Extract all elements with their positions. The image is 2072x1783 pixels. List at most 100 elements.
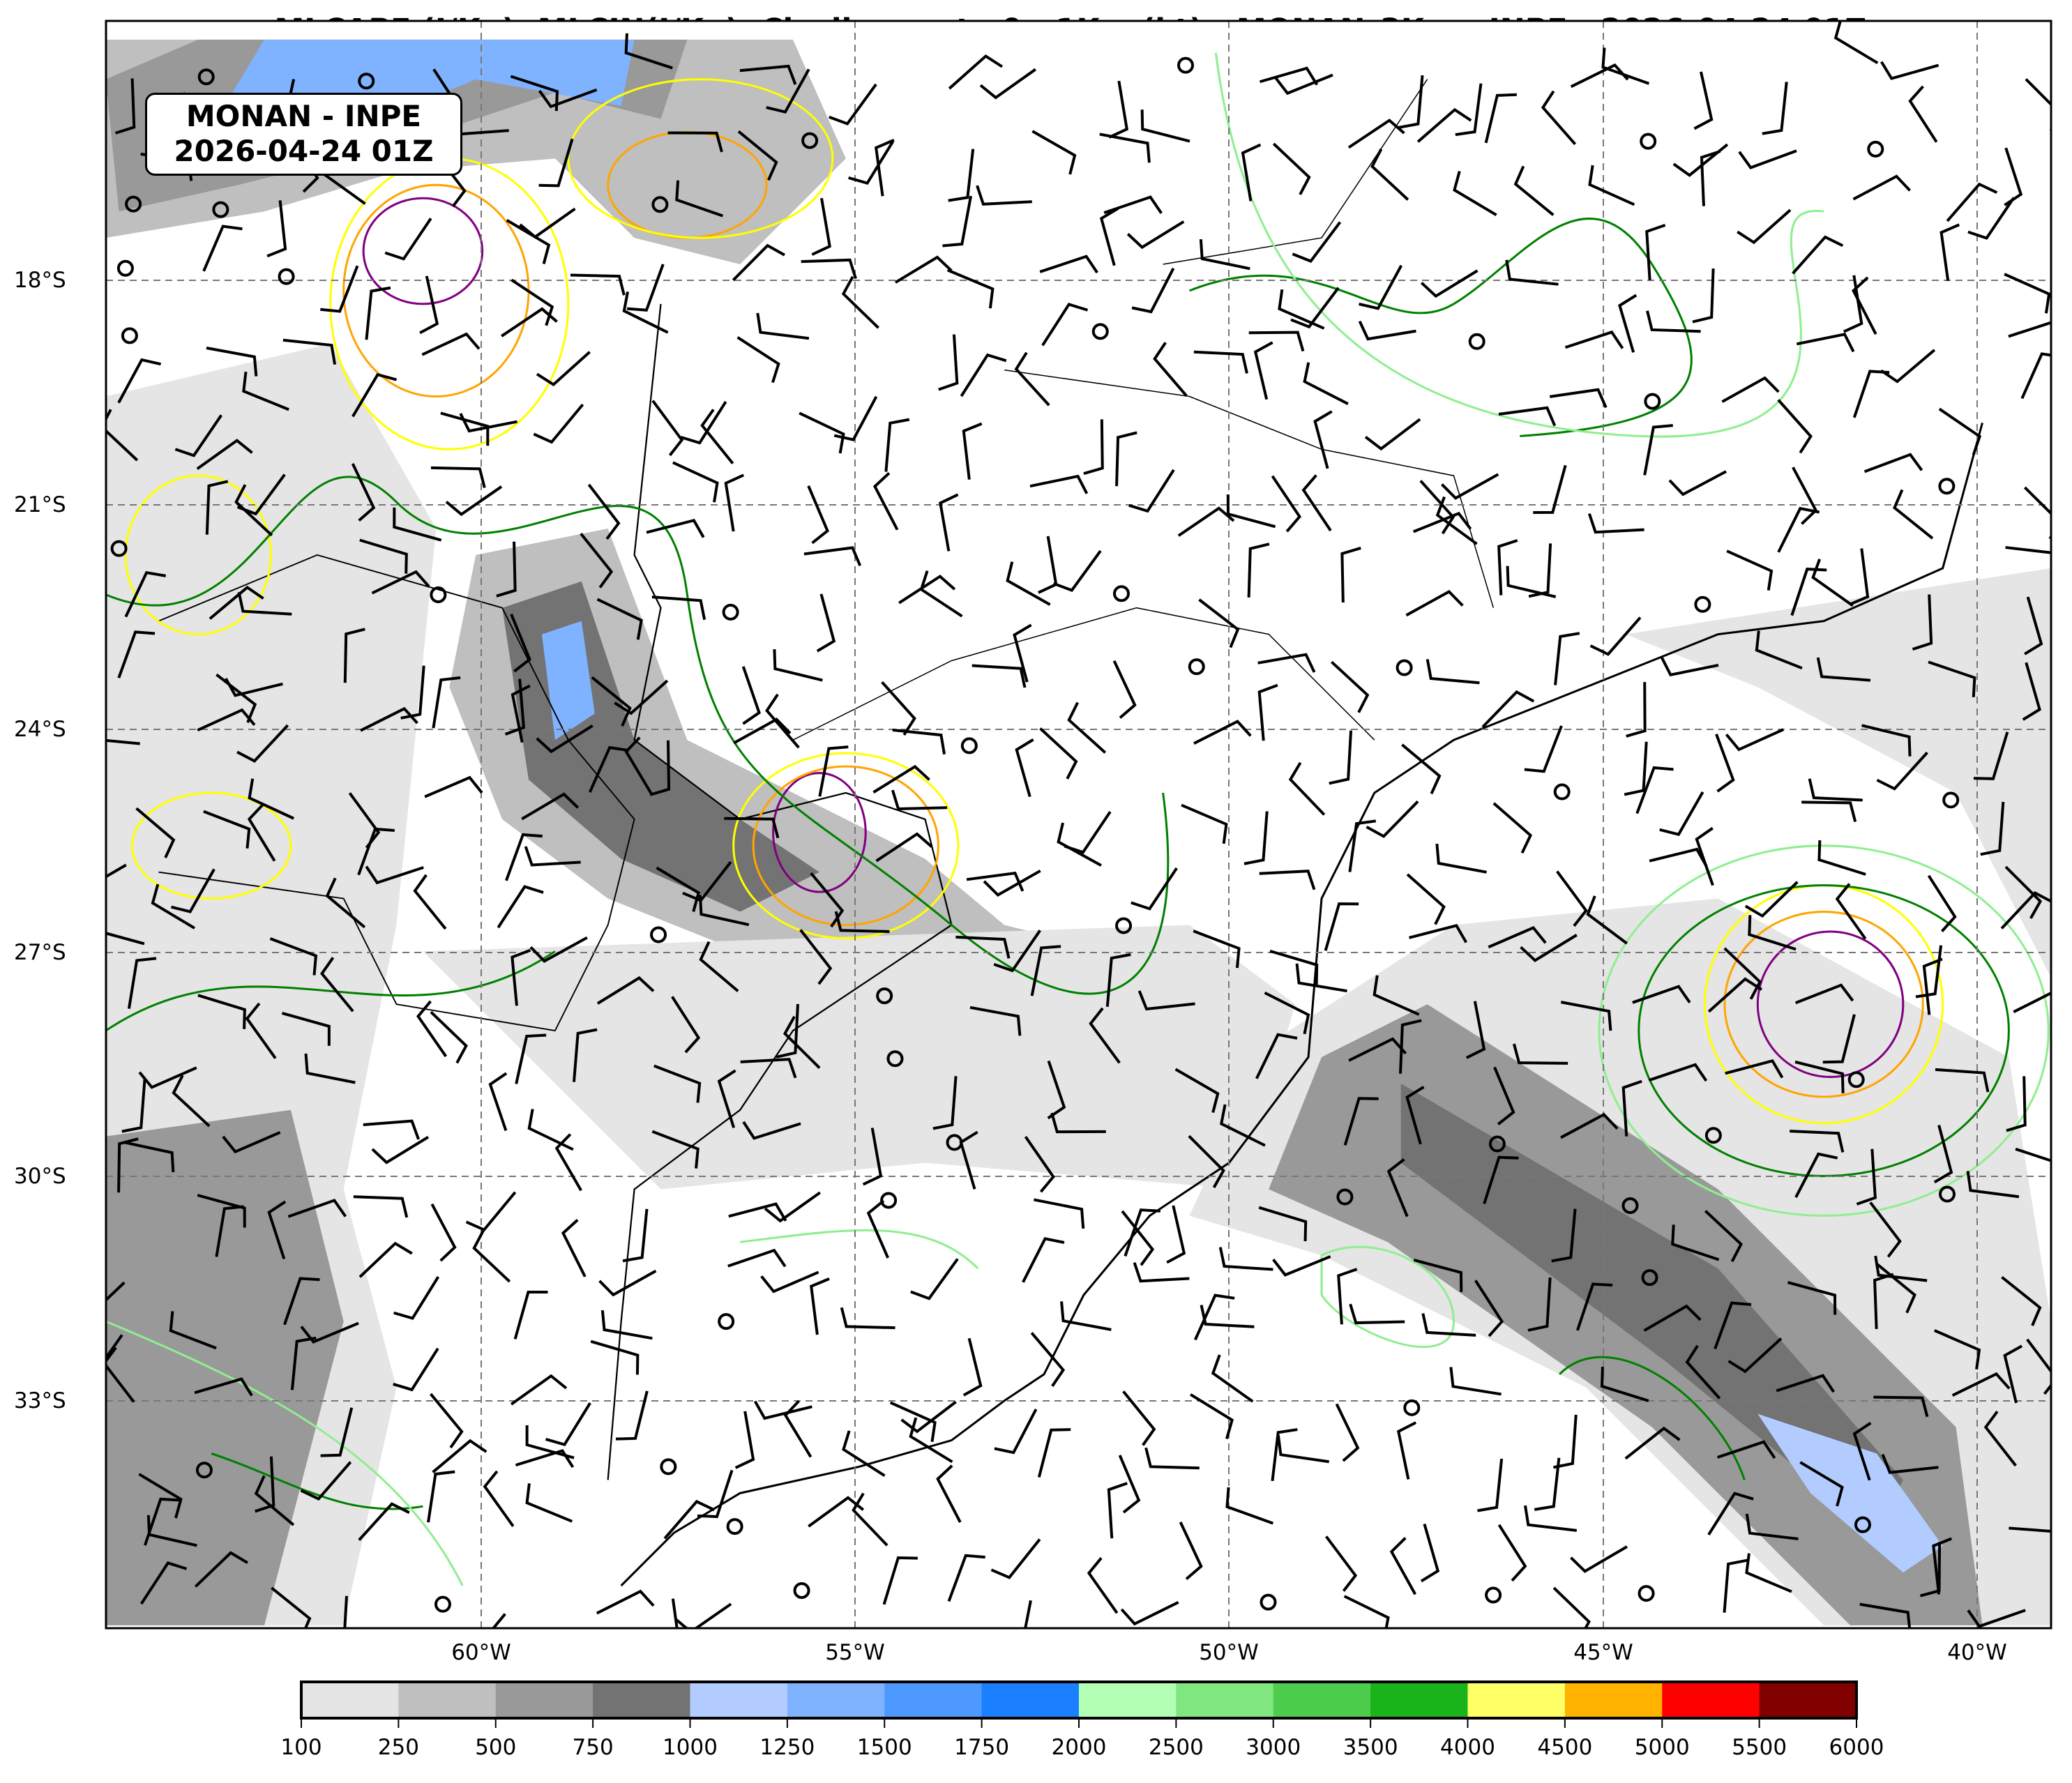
wind-barb — [196, 439, 253, 471]
wind-barb — [1405, 590, 1464, 617]
wind-barb — [1396, 1421, 1417, 1480]
wind-barb — [1259, 66, 1319, 86]
wind-barb — [766, 68, 810, 114]
wind-barb — [1269, 949, 1319, 985]
wind-barb — [1115, 431, 1137, 487]
wind-barb — [1790, 1130, 1845, 1153]
wind-barb — [1413, 1258, 1463, 1292]
wind-barb — [365, 286, 391, 340]
wind-barb — [1257, 653, 1316, 673]
wind-barb — [1528, 543, 1552, 598]
wind-barb — [146, 1515, 197, 1547]
wind-barb — [671, 996, 701, 1054]
wind-barb — [106, 738, 140, 745]
wind-barb — [513, 1290, 548, 1340]
wind-barb — [1435, 496, 1478, 545]
wind-barb — [203, 810, 251, 849]
calm-wind-marker — [793, 1581, 810, 1599]
wind-barb — [525, 1483, 573, 1523]
wind-barb — [2001, 1275, 2042, 1326]
calm-wind-marker — [722, 603, 739, 621]
wind-barb — [1484, 93, 1517, 144]
wind-barb — [554, 1133, 582, 1192]
wind-barb — [651, 400, 684, 457]
colorbar-tick-label: 3000 — [1246, 1735, 1301, 1760]
wind-barb — [283, 1277, 320, 1326]
wind-barb — [1107, 1482, 1128, 1539]
wind-barb — [1364, 418, 1421, 451]
wind-barb — [525, 1425, 575, 1459]
wind-barb — [421, 332, 481, 356]
wind-barb — [343, 1595, 348, 1628]
wind-barb — [1928, 660, 1976, 697]
wind-barb — [614, 679, 669, 715]
wind-barb — [1707, 1492, 1754, 1535]
wind-barb — [966, 871, 1024, 892]
wind-barb — [300, 1461, 352, 1501]
wind-barb — [483, 1470, 515, 1527]
wind-barb — [497, 885, 544, 929]
wind-barb — [810, 1277, 830, 1335]
wind-barb — [1692, 268, 1715, 324]
wind-barb — [675, 180, 724, 218]
wind-barb — [894, 255, 953, 284]
wind-barb — [237, 591, 292, 616]
wind-barb — [1966, 1171, 2020, 1199]
wind-barb — [1483, 1155, 1519, 1204]
wind-barb — [1552, 1586, 1591, 1628]
wind-barb — [1366, 800, 1419, 838]
wind-barb — [1303, 362, 1349, 405]
wind-barb — [1331, 660, 1370, 713]
wind-barb — [1695, 826, 1714, 886]
colorbar-swatch — [1564, 1682, 1663, 1718]
wind-barb — [1453, 170, 1497, 217]
wind-barb — [740, 1058, 797, 1079]
wind-barb — [1421, 1313, 1476, 1337]
calm-wind-marker — [1644, 393, 1661, 410]
lat-label: 27°S — [14, 940, 66, 965]
wind-barb — [1343, 1595, 1390, 1628]
wind-barb — [667, 131, 723, 153]
wind-barb — [724, 473, 745, 532]
wind-barb — [206, 347, 258, 377]
wind-barb — [320, 957, 354, 1012]
wind-barb — [1790, 568, 1827, 616]
wind-barb — [624, 736, 653, 794]
wind-barb — [1811, 559, 1854, 607]
wind-barb — [1329, 730, 1353, 785]
wind-barb — [1513, 165, 1555, 216]
wind-barb — [1794, 1060, 1845, 1093]
wind-barb — [393, 1275, 440, 1320]
wind-barb — [801, 258, 857, 280]
wind-barb — [1401, 743, 1442, 795]
wind-barb — [1624, 1426, 1681, 1460]
wind-barb — [734, 1411, 755, 1469]
wind-barb — [2008, 321, 2051, 338]
wind-barb — [510, 614, 531, 673]
wind-barb — [939, 493, 959, 552]
wind-barb — [803, 546, 862, 567]
wind-barb — [979, 68, 1036, 100]
wind-barb — [511, 278, 554, 326]
wind-barb — [776, 1003, 800, 1059]
calm-wind-marker — [1188, 658, 1205, 676]
wind-barb — [1181, 803, 1228, 844]
calm-wind-marker — [880, 1192, 898, 1209]
wind-barb — [1737, 208, 1792, 245]
wind-barb — [653, 1064, 702, 1103]
wind-barb — [1455, 83, 1483, 137]
wind-barb — [1527, 1277, 1552, 1332]
wind-barb — [496, 541, 517, 598]
wind-barb — [1935, 1068, 1990, 1093]
wind-barb — [430, 466, 486, 488]
wind-barb — [135, 807, 176, 858]
wind-barb — [1794, 983, 1854, 1005]
wind-barb — [224, 677, 283, 697]
wind-barb — [1006, 561, 1051, 606]
wind-barb — [1939, 223, 1960, 281]
wind-barb — [732, 243, 785, 282]
calm-wind-marker — [1488, 1135, 1506, 1153]
calm-wind-marker — [121, 327, 138, 344]
wind-barb — [384, 218, 432, 261]
wind-barb — [1405, 1086, 1425, 1145]
